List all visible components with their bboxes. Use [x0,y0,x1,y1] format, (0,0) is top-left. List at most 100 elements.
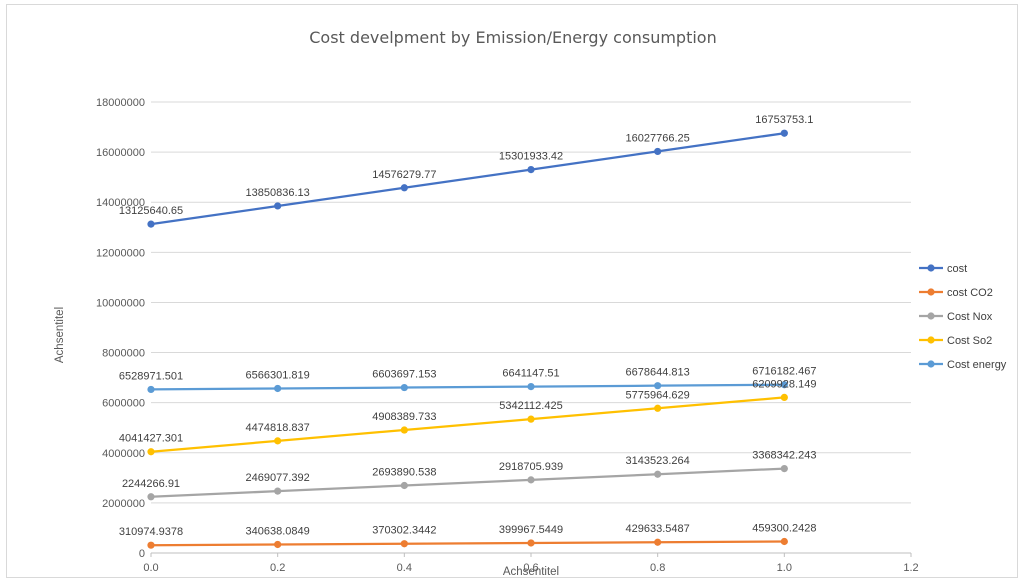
y-tick-label: 2000000 [102,498,145,510]
data-point-cost-energy [400,383,408,392]
data-point-cost-nox [400,481,408,490]
data-label-cost: 14576279.77 [372,169,436,181]
series-group [147,129,788,549]
data-labels: 13125640.65 13850836.13 14576279.77 1530193… [119,114,817,538]
data-point-cost-energy [654,382,662,390]
data-label-cost-so2: 4908389.733 [372,411,436,423]
legend-label: cost CO2 [947,287,993,299]
data-label-cost-energy: 6566301.819 [246,369,310,381]
x-tick-label: 0.0 [143,562,158,574]
legend-label: Cost So2 [947,335,992,347]
data-label-cost-co2: 310974.9378 [119,526,183,538]
y-tick-label: 14000000 [96,197,145,209]
y-tick-label: 16000000 [96,147,145,159]
data-label-cost-co2: 340638.0849 [246,525,310,537]
legend-item-cost-co2: cost CO2 [919,287,993,299]
series-line-cost-energy [150,383,785,391]
data-label-cost-so2: 4041427.301 [119,433,183,445]
legend: cost cost CO2 Cost Nox Cost So2 Cost energy [919,263,1007,371]
legend-marker [927,336,935,344]
data-point-cost [274,202,282,210]
y-tick-label: 8000000 [102,348,145,360]
data-point-cost-energy [780,381,788,389]
series-line-cost-so2 [150,396,785,453]
data-point-cost-energy [147,385,155,394]
x-tick-label: 0.2 [270,562,285,574]
legend-label: Cost energy [947,359,1007,371]
chart-title: Cost develpment by Emission/Energy consu… [309,28,716,47]
data-label-cost-nox: 2693890.538 [372,467,436,479]
data-point-cost [400,184,408,192]
data-label-cost-so2: 6209928.149 [752,378,816,390]
data-label-cost-so2: 5775964.629 [626,389,690,401]
y-axis-ticks: 0 2000000 4000000 6000000 8000000 10000000 120… [96,97,145,560]
data-label-cost-energy: 6678644.813 [626,367,690,379]
line-chart: Cost develpment by Emission/Energy consu… [54,28,1007,578]
data-label-cost-energy: 6641147.51 [502,368,559,380]
data-label-cost-co2: 370302.3442 [372,525,436,537]
data-point-cost-nox [780,465,788,473]
x-tick-label: 0.8 [650,562,665,574]
data-label-cost: 16027766.25 [626,132,690,144]
legend-label: Cost Nox [947,311,993,323]
data-label-cost-nox: 3368342.243 [752,450,816,462]
x-tick-label: 1.2 [903,562,918,574]
data-point-cost-co2 [400,540,408,548]
legend-item-cost-energy: Cost energy [919,359,1007,371]
legend-item-cost-nox: Cost Nox [919,311,993,323]
series-line-cost-nox [150,467,785,498]
data-point-cost [147,220,155,228]
legend-marker [927,312,935,320]
data-point-cost [654,147,662,156]
data-point-cost-energy [527,383,535,391]
data-point-cost-so2 [274,437,282,445]
data-point-cost-energy [274,384,282,393]
data-label-cost-co2: 459300.2428 [752,522,816,534]
y-tick-label: 12000000 [96,247,145,259]
legend-item-cost-so2: Cost So2 [919,335,992,347]
x-axis-title: Achsentitel [503,566,559,578]
data-label-cost-energy: 6603697.153 [372,369,436,381]
x-tick-label: 0.4 [397,562,412,574]
series-line-cost-co2 [150,540,785,547]
data-point-cost [780,129,788,137]
data-point-cost-so2 [654,404,662,412]
data-point-cost-co2 [780,537,788,546]
legend-marker [927,264,935,272]
data-point-cost-co2 [654,538,662,546]
legend-marker [927,288,935,296]
data-label-cost: 16753753.1 [755,114,813,126]
y-tick-label: 4000000 [102,448,145,460]
y-tick-label: 18000000 [96,97,145,109]
data-label-cost: 13125640.65 [119,205,183,217]
data-point-cost-so2 [527,415,535,423]
data-point-cost-nox [274,487,282,495]
legend-label: cost [947,263,967,275]
legend-item-cost: cost [919,263,967,275]
x-tick-label: 1.0 [777,562,792,574]
data-label-cost-nox: 3143523.264 [626,455,690,467]
x-tick-label: 0.6 [523,562,538,574]
data-label-cost-energy: 6716182.467 [752,366,816,378]
data-point-cost-co2 [527,539,535,547]
series-line-cost [150,132,785,226]
data-point-cost-so2 [780,393,788,402]
data-point-cost-so2 [147,448,155,456]
data-label-cost-so2: 4474818.837 [246,422,310,434]
data-point-cost-nox [147,493,155,501]
data-label-cost: 13850836.13 [246,187,310,199]
data-label-cost-nox: 2918705.939 [499,461,563,473]
legend-marker [927,360,935,368]
y-tick-label: 6000000 [102,398,145,410]
x-axis-ticks: 0.0 0.2 0.4 0.6 0.8 1.0 1.2 [143,553,919,574]
data-label-cost-energy: 6528971.501 [119,370,183,382]
data-label-cost-so2: 5342112.425 [499,400,562,412]
data-label-cost-nox: 2469077.392 [246,472,310,484]
data-point-cost-co2 [274,540,282,549]
y-tick-label: 0 [139,548,145,560]
data-label-cost: 15301933.42 [499,151,563,163]
gridlines [151,101,911,504]
data-point-cost-so2 [400,426,408,434]
data-point-cost [527,166,535,174]
data-label-cost-co2: 399967.5449 [499,524,563,536]
